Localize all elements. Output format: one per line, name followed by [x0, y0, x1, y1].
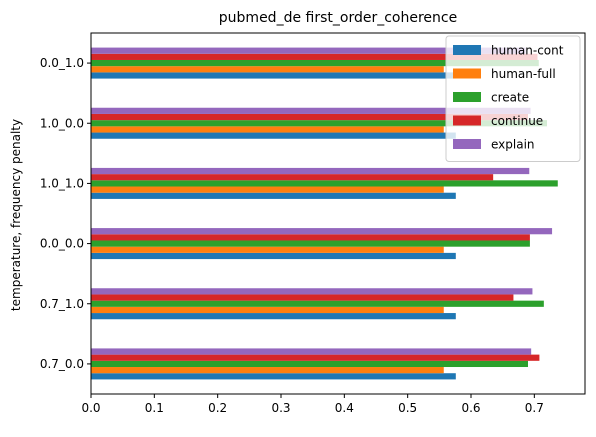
legend-label-create: create: [491, 91, 529, 105]
y-axis-label: temperature, frequency penalty: [9, 119, 23, 311]
bar-create-1.0_1.0: [91, 180, 558, 187]
bar-human-full-0.7_1.0: [91, 306, 444, 314]
bar-continue-0.0_0.0: [91, 234, 530, 241]
legend-swatch-continue: [453, 115, 481, 126]
legend-swatch-explain: [453, 139, 481, 149]
bar-human-full-1.0_1.0: [91, 186, 444, 193]
bar-human-full-0.0_1.0: [91, 66, 444, 73]
bar-continue-0.7_0.0: [91, 354, 540, 361]
x-tick-label: 0.4: [335, 401, 354, 415]
bar-human-cont-1.0_0.0: [91, 132, 456, 139]
bar-human-cont-0.0_1.0: [91, 72, 456, 79]
x-tick-label: 0.1: [145, 401, 164, 415]
plot-frame: [90, 32, 586, 395]
x-tick-label: 0.7: [525, 401, 544, 415]
bar-explain-0.7_1.0: [91, 288, 533, 295]
chart-title: pubmed_de first_order_coherence: [219, 10, 457, 26]
bar-explain-0.0_0.0: [91, 228, 553, 235]
legend-label-human-full: human-full: [491, 67, 556, 81]
bar-explain-0.7_0.0: [91, 348, 532, 355]
bar-continue-1.0_0.0: [91, 113, 528, 121]
x-tick-label: 0.3: [271, 401, 290, 415]
bar-create-1.0_0.0: [91, 120, 547, 127]
bar-human-full-0.0_0.0: [91, 246, 444, 253]
y-tick-label: 0.0_1.0: [40, 56, 84, 70]
bar-create-0.0_0.0: [91, 240, 530, 247]
legend-swatch-human-cont: [453, 45, 481, 55]
bar-create-0.0_1.0: [91, 59, 539, 67]
x-tick-label: 0.0: [81, 401, 100, 415]
axes-layer: 0.7_0.0 0.7_1.0 0.0_0.0 1.0_1.0 1.0_0.0 0.0_1…: [40, 32, 586, 415]
bar-human-cont-1.0_1.0: [91, 192, 456, 199]
bar-human-cont-0.7_1.0: [91, 313, 456, 320]
legend-label-explain: explain: [491, 138, 535, 152]
legend-label-continue: continue: [491, 114, 543, 128]
bar-explain-1.0_1.0: [91, 167, 530, 175]
bars-layer: [91, 47, 558, 380]
legend: human-cont human-full create continue explai…: [445, 35, 581, 162]
y-tick-label: 1.0_0.0: [40, 116, 84, 130]
bar-human-full-0.7_0.0: [91, 367, 444, 374]
y-tick-label: 0.7_1.0: [40, 297, 84, 311]
x-tick-label: 0.5: [398, 401, 417, 415]
bar-human-cont-0.7_0.0: [91, 373, 456, 380]
legend-box: [445, 35, 581, 162]
bar-create-0.7_0.0: [91, 360, 528, 368]
bar-human-full-1.0_0.0: [91, 126, 444, 133]
x-tick-label: 0.6: [461, 401, 480, 415]
bar-explain-0.0_1.0: [91, 47, 526, 54]
legend-swatch-create: [453, 92, 481, 102]
bar-human-cont-0.0_0.0: [91, 252, 456, 260]
bar-continue-1.0_1.0: [91, 174, 494, 181]
y-tick-label: 0.7_0.0: [40, 357, 84, 371]
legend-swatch-human-full: [453, 68, 481, 79]
y-tick-label: 0.0_0.0: [40, 237, 84, 251]
bar-create-0.7_1.0: [91, 300, 544, 307]
y-tick-label: 1.0_1.0: [40, 176, 84, 190]
bar-explain-1.0_0.0: [91, 107, 531, 114]
x-tick-label: 0.2: [208, 401, 227, 415]
bar-continue-0.0_1.0: [91, 53, 538, 60]
legend-label-human-cont: human-cont: [491, 44, 564, 58]
bar-continue-0.7_1.0: [91, 294, 514, 301]
